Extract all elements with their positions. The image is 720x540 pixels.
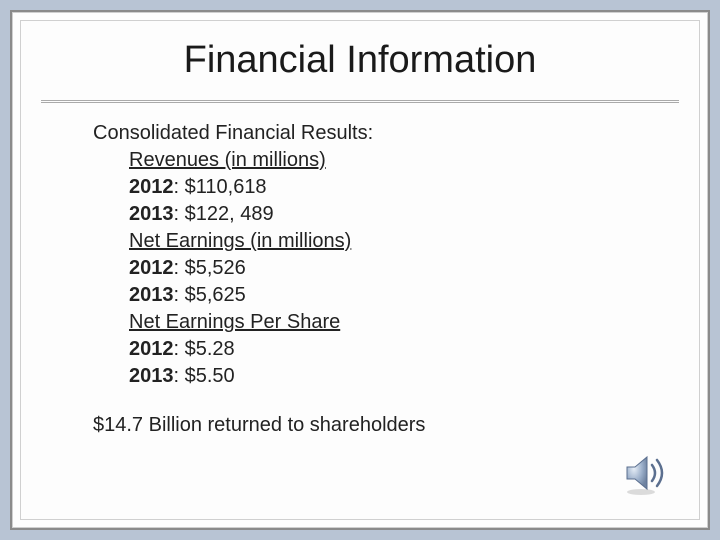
slide-frame: Financial Information Consolidated Finan… — [10, 10, 710, 530]
speaker-icon[interactable] — [619, 445, 675, 501]
year-label: 2013 — [129, 365, 174, 387]
section-label: Revenues (in millions) — [129, 147, 639, 174]
year-label: 2012 — [129, 176, 174, 198]
section-label: Net Earnings (in millions) — [129, 228, 639, 255]
data-row: 2013: $5,625 — [129, 282, 639, 309]
data-row: 2012: $5.28 — [129, 336, 639, 363]
value: $5.50 — [185, 365, 235, 387]
year-label: 2013 — [129, 284, 174, 306]
footer-line: $14.7 Billion returned to shareholders — [93, 412, 639, 439]
inner-frame: Financial Information Consolidated Finan… — [20, 20, 700, 520]
section-label: Net Earnings Per Share — [129, 309, 639, 336]
year-label: 2012 — [129, 338, 174, 360]
data-row: 2012: $110,618 — [129, 174, 639, 201]
year-label: 2013 — [129, 203, 174, 225]
content-region: Consolidated Financial Results: Revenues… — [21, 104, 699, 439]
section-revenues: Revenues (in millions) 2012: $110,618 20… — [93, 147, 639, 228]
data-row: 2012: $5,526 — [129, 255, 639, 282]
title-region: Financial Information — [21, 21, 699, 94]
section-eps: Net Earnings Per Share 2012: $5.28 2013:… — [93, 309, 639, 390]
section-net-earnings: Net Earnings (in millions) 2012: $5,526 … — [93, 228, 639, 309]
value: $5.28 — [185, 338, 235, 360]
data-row: 2013: $122, 489 — [129, 201, 639, 228]
value: $5,625 — [185, 284, 246, 306]
data-row: 2013: $5.50 — [129, 363, 639, 390]
year-label: 2012 — [129, 257, 174, 279]
value: $5,526 — [185, 257, 246, 279]
value: $122, 489 — [185, 203, 274, 225]
slide-title: Financial Information — [61, 39, 659, 82]
results-heading: Consolidated Financial Results: — [93, 120, 639, 147]
value: $110,618 — [185, 176, 267, 198]
